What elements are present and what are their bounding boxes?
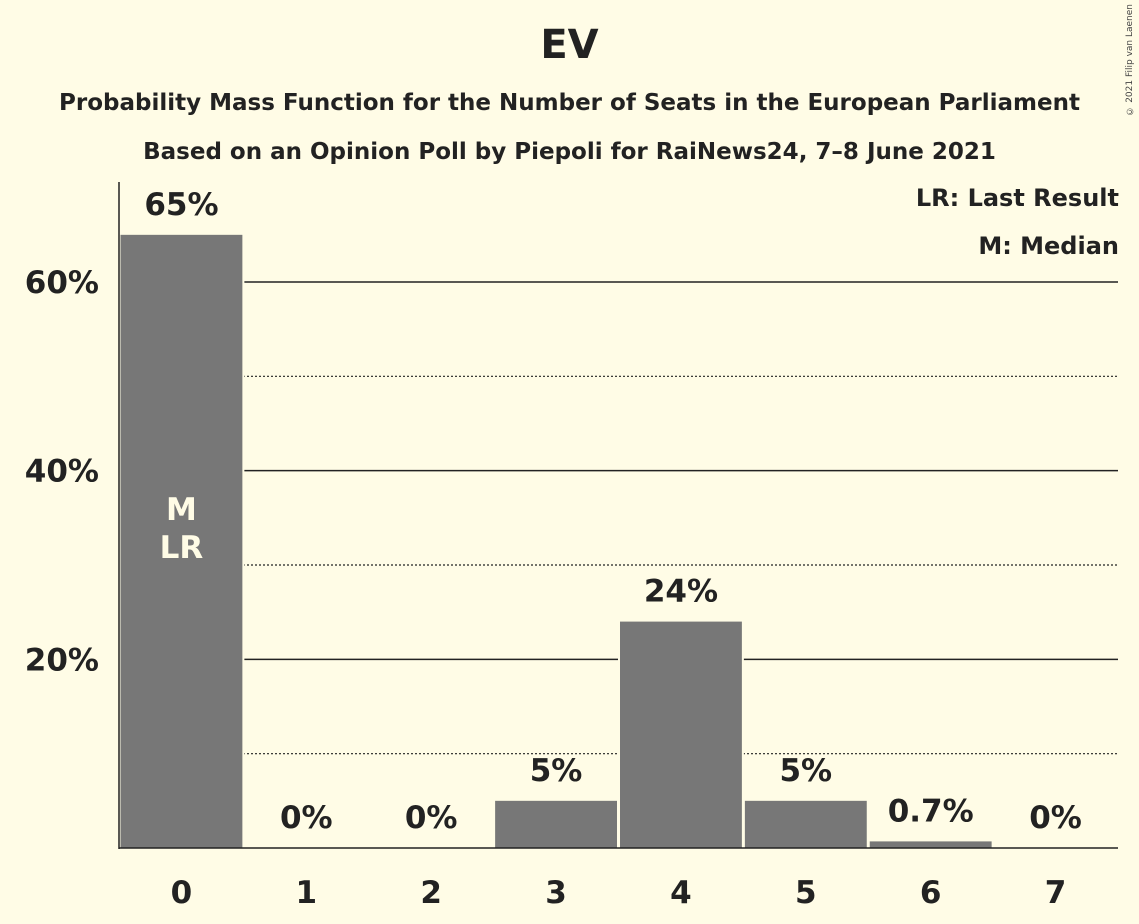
y-tick-label: 40% <box>25 454 99 490</box>
chart-title: EV <box>540 22 599 68</box>
legend-median: M: Median <box>978 232 1119 260</box>
bar-5 <box>744 800 867 848</box>
bar-0 <box>120 234 243 849</box>
y-tick-label: 20% <box>25 642 99 678</box>
bar-annotation-lr: LR <box>160 530 204 566</box>
bar-4 <box>620 621 742 848</box>
data-label-4: 24% <box>644 574 718 610</box>
bar-annotation-m: M <box>166 492 197 528</box>
x-tick-label-4: 4 <box>670 875 692 911</box>
x-tick-label-7: 7 <box>1045 875 1067 911</box>
data-label-6: 0.7% <box>888 793 974 829</box>
data-label-0: 65% <box>144 187 218 223</box>
data-label-5: 5% <box>779 753 832 789</box>
x-tick-label-3: 3 <box>545 875 567 911</box>
axes: 20% 40% 60% 0 1 2 3 4 5 6 7 <box>25 182 1118 911</box>
data-label-3: 5% <box>530 753 583 789</box>
x-tick-label-5: 5 <box>795 875 817 911</box>
x-tick-label-0: 0 <box>171 875 193 911</box>
chart-subtitle-line-2: Based on an Opinion Poll by Piepoli for … <box>143 139 996 165</box>
y-tick-label: 60% <box>25 265 99 301</box>
bar-6 <box>869 841 992 848</box>
x-tick-label-6: 6 <box>920 875 942 911</box>
x-tick-label-1: 1 <box>296 875 318 911</box>
bars <box>118 232 994 849</box>
gridlines <box>119 281 1118 755</box>
data-labels: 65% 0% 0% 5% 24% 5% 0.7% 0% MLR <box>144 187 1082 836</box>
data-label-7: 0% <box>1029 800 1082 836</box>
legend-last-result: LR: Last Result <box>915 184 1119 212</box>
data-label-1: 0% <box>280 800 333 836</box>
chart-subtitle-line-1: Probability Mass Function for the Number… <box>59 90 1080 116</box>
data-label-2: 0% <box>405 800 458 836</box>
x-tick-label-2: 2 <box>420 875 442 911</box>
bar-3 <box>495 800 617 848</box>
